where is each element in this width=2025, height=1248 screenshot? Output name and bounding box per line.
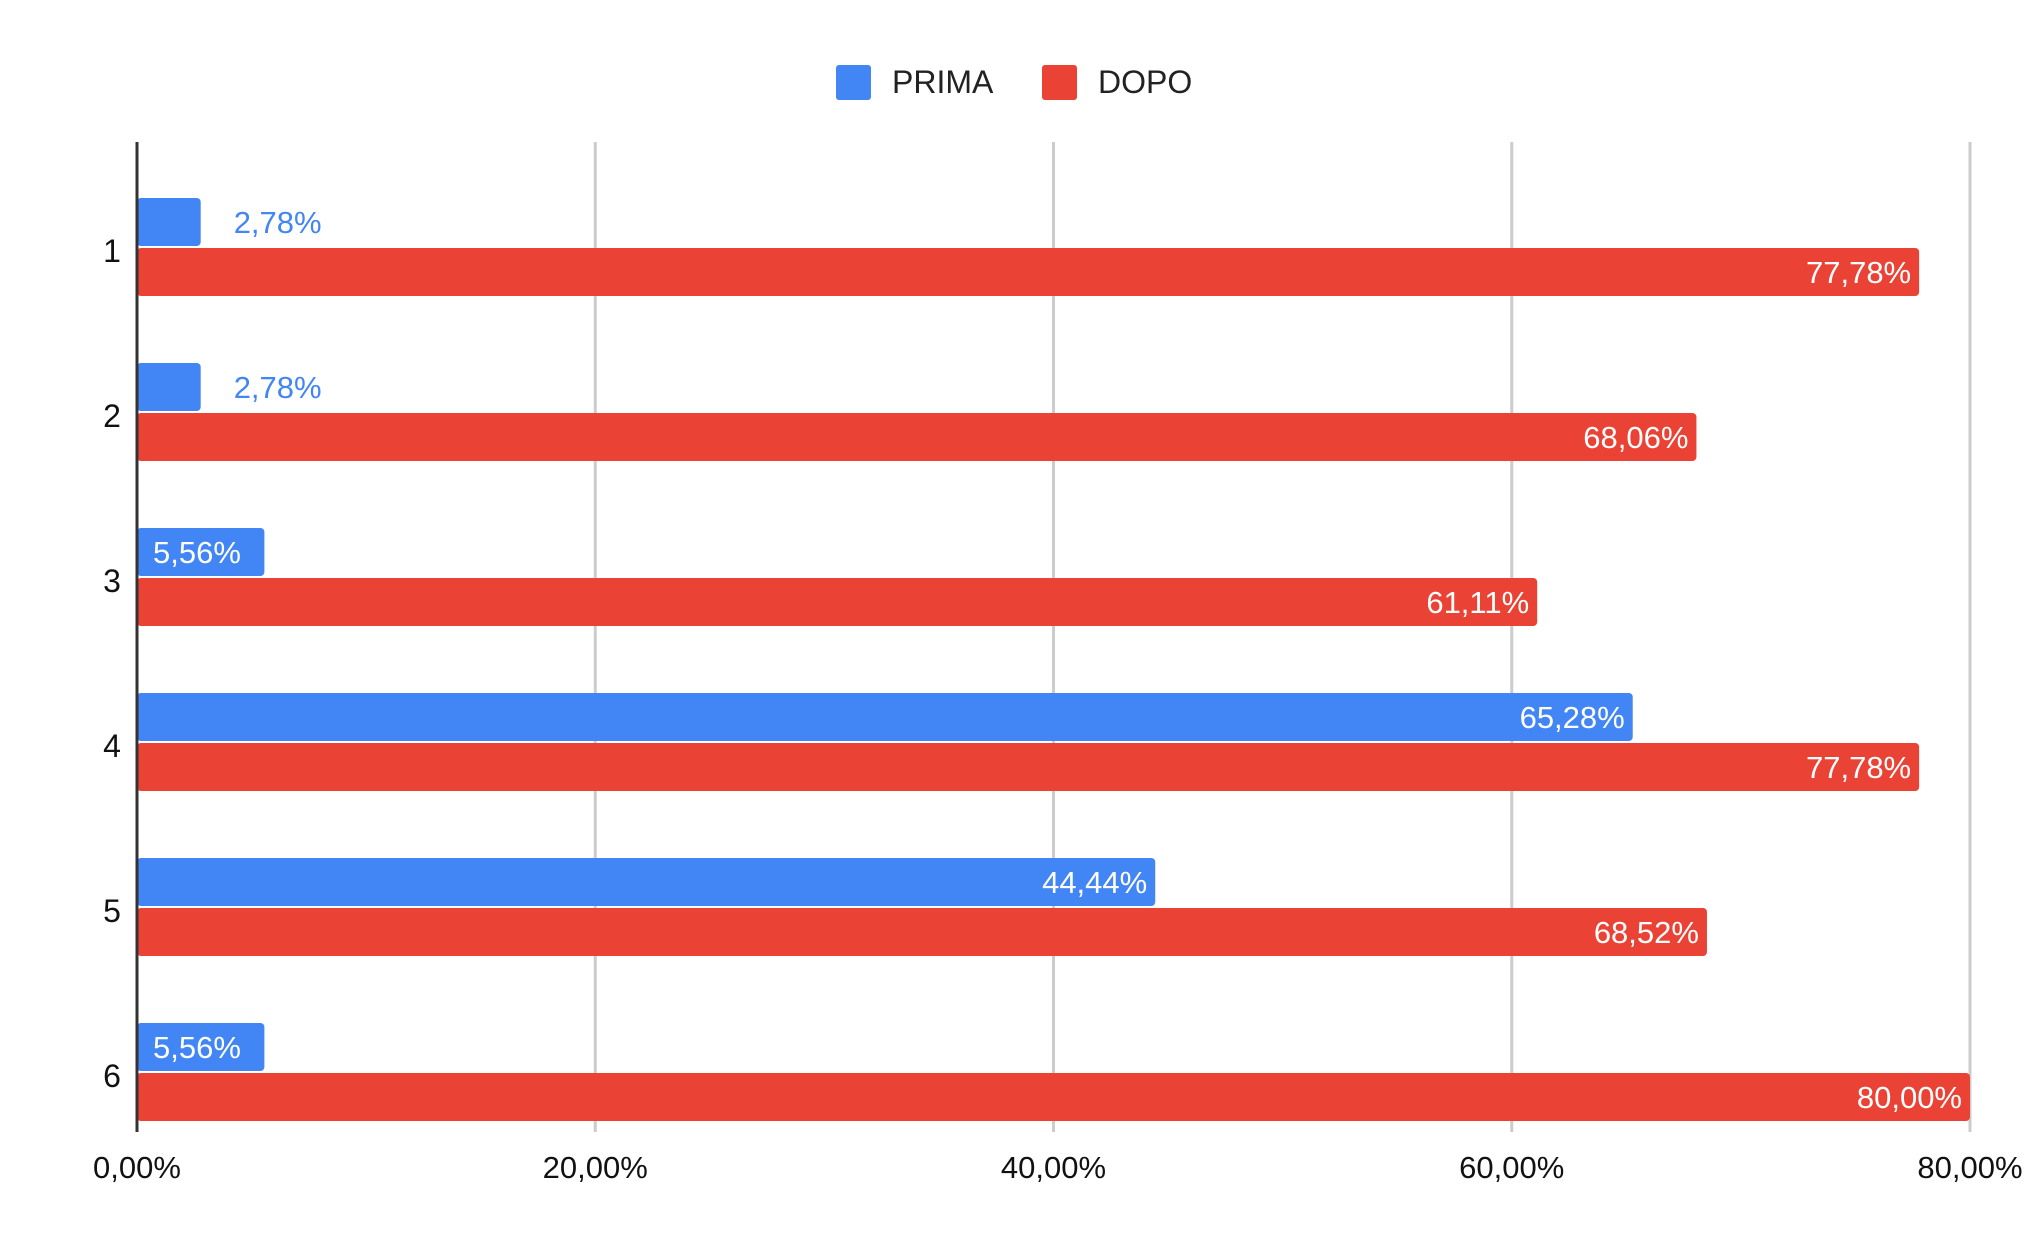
axes: 0,00% 20,00% 40,00% 60,00% 80,00% 1 2 3 4 5 6 (93, 142, 2023, 1185)
bar-dopo-3 (137, 578, 1538, 626)
legend-label-dopo: DOPO (1098, 64, 1192, 100)
data-labels: 2,78% 77,78% 2,78% 68,06% 5,56% 61,11% 65,28% 7… (153, 205, 1962, 1115)
x-tick-label: 60,00% (1459, 1150, 1564, 1185)
data-label: 5,56% (153, 535, 241, 570)
legend-swatch-dopo (1042, 65, 1077, 100)
bar-dopo-4 (137, 743, 1920, 791)
category-label: 1 (103, 233, 121, 269)
bar-dopo-1 (137, 248, 1920, 296)
x-tick-label: 20,00% (543, 1150, 648, 1185)
x-tick-label: 40,00% (1001, 1150, 1106, 1185)
x-tick-label: 80,00% (1917, 1150, 2022, 1185)
data-label: 5,56% (153, 1030, 241, 1065)
bar-prima-5 (137, 858, 1156, 906)
data-label: 44,44% (1042, 865, 1147, 900)
data-label: 65,28% (1520, 700, 1625, 735)
legend-label-prima: PRIMA (892, 64, 994, 100)
bar-prima-6 (137, 1023, 265, 1071)
data-label: 2,78% (234, 370, 322, 405)
bar-prima-4 (137, 693, 1633, 741)
data-label: 68,52% (1594, 915, 1699, 950)
bar-prima-2 (137, 363, 201, 411)
gridlines (593, 142, 1972, 1132)
category-label: 2 (103, 398, 121, 434)
data-label: 68,06% (1583, 420, 1688, 455)
data-label: 77,78% (1806, 750, 1911, 785)
legend: PRIMA DOPO (836, 64, 1192, 100)
bar-prima-1 (137, 198, 201, 246)
bar-prima-3 (137, 528, 265, 576)
category-label: 6 (103, 1058, 121, 1094)
data-label: 61,11% (1426, 585, 1529, 620)
bar-dopo-6 (137, 1073, 1970, 1121)
bar-dopo-2 (137, 413, 1697, 461)
legend-swatch-prima (836, 65, 871, 100)
bars (137, 198, 1970, 1121)
data-label: 77,78% (1806, 255, 1911, 290)
x-tick-label: 0,00% (93, 1150, 181, 1185)
category-label: 3 (103, 563, 121, 599)
category-label: 5 (103, 893, 121, 929)
category-label: 4 (103, 728, 121, 764)
bar-dopo-5 (137, 908, 1707, 956)
data-label: 2,78% (234, 205, 322, 240)
data-label: 80,00% (1857, 1080, 1962, 1115)
